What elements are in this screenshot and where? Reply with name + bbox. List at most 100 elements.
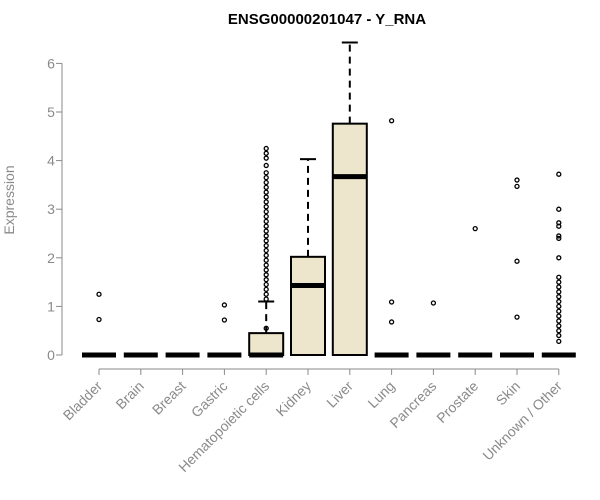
- outlier-point: [263, 228, 269, 234]
- outlier-point: [430, 300, 437, 306]
- outlier-point: [556, 284, 562, 290]
- y-tick-label: 6: [47, 55, 55, 71]
- outlier-point: [472, 225, 478, 232]
- outlier-point: [556, 220, 562, 226]
- outlier-point: [263, 286, 269, 293]
- y-tick-label: 3: [47, 201, 55, 217]
- outlier-point: [221, 317, 228, 323]
- outlier-point: [263, 194, 269, 200]
- outlier-point: [388, 299, 395, 305]
- outlier-point: [556, 279, 562, 285]
- y-tick-label: 4: [47, 153, 55, 169]
- outlier-point: [263, 242, 269, 249]
- outlier-point: [514, 177, 520, 183]
- outlier-point: [263, 272, 269, 278]
- outlier-point: [514, 183, 520, 190]
- outlier-point: [388, 118, 395, 124]
- y-tick-label: 2: [47, 250, 55, 266]
- outlier-point: [556, 289, 562, 295]
- box-kidney: [290, 158, 326, 356]
- x-tick-label: Lung: [364, 378, 397, 411]
- outlier-point: [556, 323, 562, 329]
- outlier-point: [263, 252, 269, 259]
- outlier-point: [263, 162, 269, 169]
- outlier-point: [263, 179, 269, 186]
- y-axis: 0 1 2 3 4 5 6: [47, 55, 63, 363]
- x-tick-label: Breast: [149, 378, 189, 418]
- box-liver: [331, 41, 368, 356]
- x-tick-label: Brain: [112, 378, 146, 412]
- outlier-point: [263, 262, 269, 268]
- outlier-point: [556, 206, 562, 212]
- box-prostate: [458, 225, 493, 358]
- outlier-point: [556, 303, 562, 310]
- box-skin: [500, 177, 534, 358]
- y-tick-label: 5: [47, 104, 55, 120]
- y-axis-label: Expression: [1, 165, 17, 234]
- outlier-point: [556, 255, 562, 261]
- chart-title: ENSG00000201047 - Y_RNA: [228, 11, 426, 28]
- plot-area: [82, 41, 576, 358]
- outlier-point: [263, 257, 269, 263]
- y-tick-label: 0: [47, 347, 55, 363]
- x-tick-label: Unknown / Other: [479, 378, 565, 464]
- outlier-point: [263, 204, 269, 210]
- box-lung: [374, 118, 409, 358]
- outlier-point: [556, 328, 562, 334]
- box-gastric: [207, 302, 242, 358]
- outlier-point: [263, 223, 269, 229]
- outlier-point: [96, 291, 102, 297]
- outlier-point: [263, 281, 269, 288]
- outlier-point: [263, 174, 269, 181]
- outlier-point: [263, 199, 269, 205]
- outlier-point: [556, 313, 562, 319]
- box-hematopoietic-cells: [248, 145, 285, 358]
- outlier-point: [221, 302, 228, 308]
- outlier-point: [263, 184, 269, 190]
- box-body: [290, 255, 326, 356]
- box-body: [331, 122, 368, 356]
- x-tick-label: Skin: [493, 378, 524, 409]
- box-bladder: [82, 291, 116, 358]
- outlier-point: [556, 298, 562, 305]
- outlier-point: [263, 233, 269, 239]
- outlier-point: [556, 308, 562, 314]
- outlier-point: [263, 208, 269, 215]
- outlier-point: [263, 291, 269, 297]
- outlier-point: [556, 233, 562, 239]
- box-body: [248, 332, 285, 357]
- outlier-point: [263, 247, 269, 254]
- outlier-point: [556, 274, 562, 280]
- x-tick-label: Bladder: [60, 378, 106, 424]
- outlier-point: [556, 294, 562, 300]
- outlier-point: [263, 170, 269, 176]
- outlier-point: [514, 314, 520, 320]
- outlier-point: [263, 325, 269, 331]
- outlier-point: [263, 238, 269, 244]
- outlier-point: [556, 235, 562, 242]
- outlier-point: [388, 319, 395, 325]
- outlier-point: [263, 145, 269, 152]
- box-unknown-other: [541, 171, 576, 358]
- y-tick-label: 1: [47, 298, 55, 314]
- outlier-point: [263, 296, 269, 302]
- x-tick-label: Prostate: [433, 378, 481, 426]
- outlier-point: [263, 213, 269, 220]
- outlier-point: [263, 189, 269, 195]
- outlier-point: [556, 171, 562, 177]
- outlier-point: [263, 267, 269, 273]
- outlier-point: [514, 258, 520, 264]
- outlier-point: [263, 150, 269, 156]
- outlier-point: [556, 332, 562, 339]
- outlier-point: [96, 316, 102, 323]
- x-tick-label: Kidney: [273, 378, 315, 420]
- outlier-point: [556, 338, 562, 345]
- outlier-point: [263, 218, 269, 225]
- x-tick-label: Liver: [323, 378, 356, 411]
- outlier-point: [263, 155, 269, 161]
- box-pancreas: [416, 300, 451, 358]
- outlier-point: [556, 318, 562, 324]
- outlier-point: [263, 277, 269, 283]
